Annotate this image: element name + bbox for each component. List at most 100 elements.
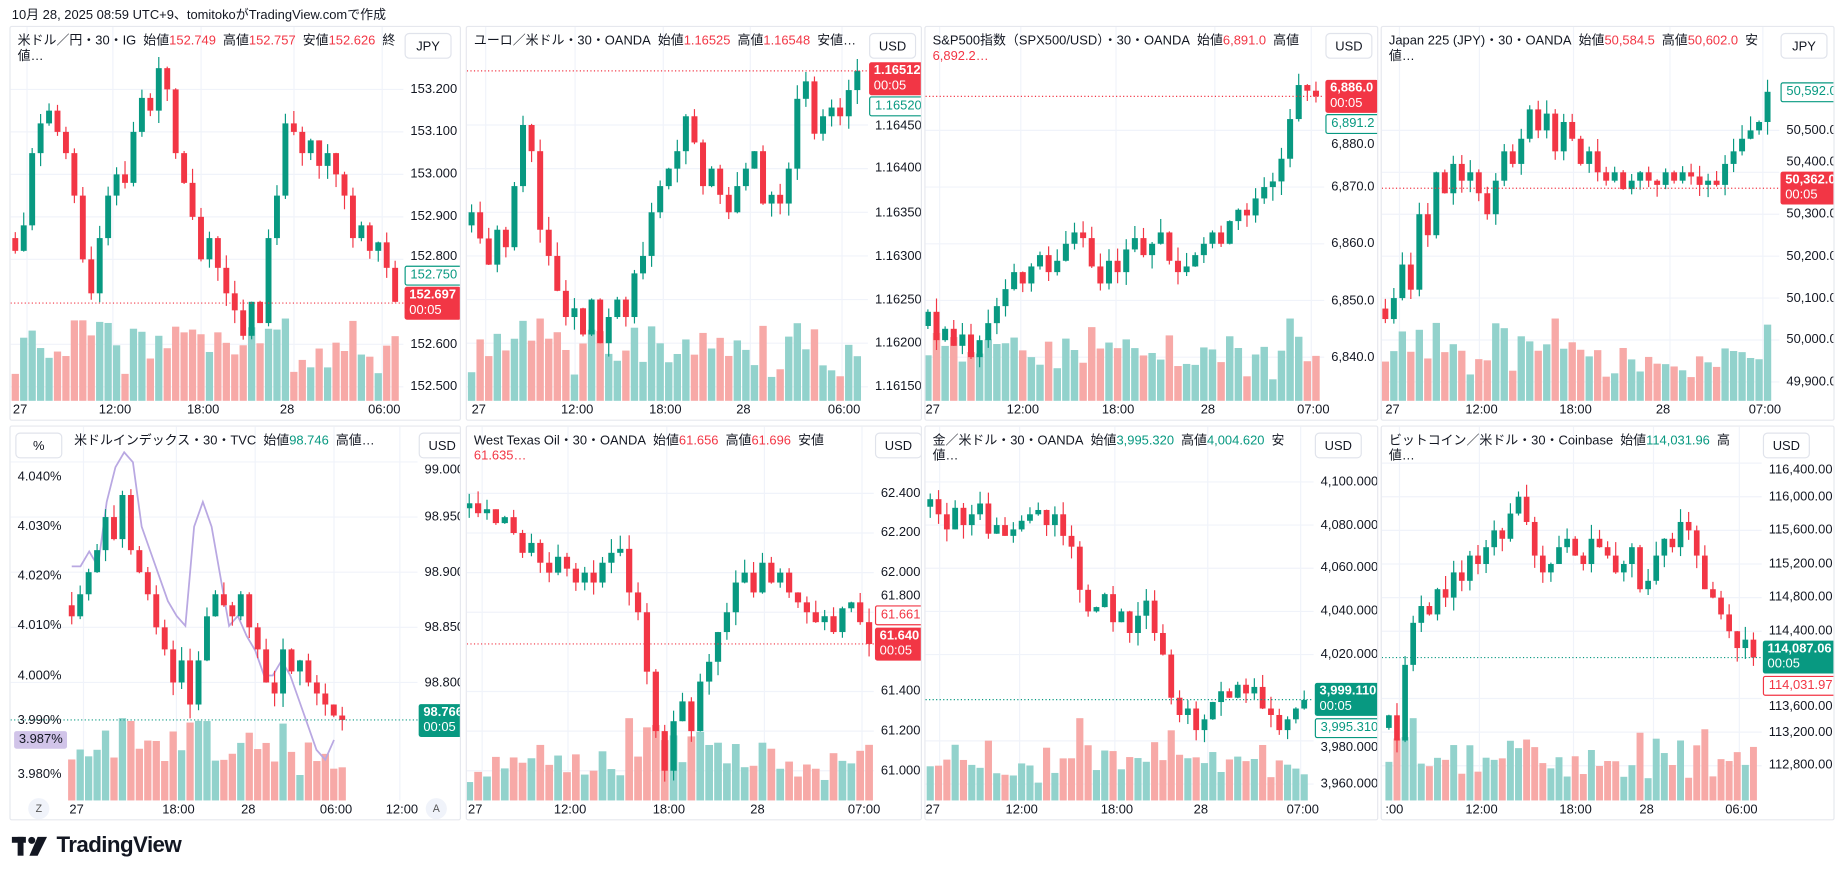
candle-body (1284, 719, 1291, 731)
candle-body (950, 328, 957, 346)
symbol-legend[interactable]: West Texas Oil・30・OANDA 始値61.656 高値61.696 安… (474, 434, 867, 465)
price-axis-tick: 4,040.000 (1320, 604, 1379, 619)
volume-bar (793, 323, 802, 401)
symbol-legend[interactable]: 米ドル／円・30・IG 始値152.749 高値152.757 安値152.626 終値… (18, 34, 397, 65)
currency-button[interactable]: JPY (404, 32, 452, 59)
chart-canvas[interactable] (1381, 27, 1834, 420)
chart-panel[interactable]: 金／米ドル・30・OANDA 始値3,995.320 高値4,004.620 安値… U… (924, 425, 1379, 821)
volume-bar (321, 753, 329, 801)
candle-body (821, 616, 828, 623)
ohlc-value: 152.749 (169, 34, 216, 49)
symbol-title: Japan 225 (JPY)・30・OANDA (1388, 34, 1572, 49)
candle-body (985, 503, 992, 534)
candle-body (1143, 600, 1150, 616)
volume-bar (665, 362, 673, 401)
price-tag-value: 114,031.97 (1768, 678, 1833, 693)
chart-panel[interactable]: West Texas Oil・30・OANDA 始値61.656 高値61.696 安… (465, 425, 922, 821)
volume-bar (1139, 355, 1148, 401)
candle-body (854, 70, 861, 91)
candle-body (1176, 697, 1183, 715)
zoom-scale-button[interactable]: Z (28, 798, 50, 820)
volume-bar (1523, 739, 1531, 801)
volume-bar (580, 774, 589, 801)
bar-countdown: 00:05 (409, 303, 442, 318)
candle-body (1543, 113, 1550, 131)
candle-body (1677, 521, 1684, 548)
price-tag: 50,592.0 (1780, 82, 1834, 103)
chart-panel[interactable]: 米ドル／円・30・IG 始値152.749 高値152.757 安値152.626 終値… (9, 25, 461, 421)
ohlc-value: 1.16548 (763, 34, 811, 49)
candle-body (1426, 606, 1433, 615)
currency-button[interactable]: USD (418, 432, 460, 459)
candle-body (138, 97, 145, 132)
chart-canvas[interactable] (925, 426, 1378, 820)
symbol-legend[interactable]: ユーロ／米ドル・30・OANDA 始値1.16525 高値1.16548 安値… (474, 34, 861, 49)
chart-panel[interactable]: ユーロ／米ドル・30・OANDA 始値1.16525 高値1.16548 安値… USD… (465, 25, 922, 421)
candle-body (1068, 535, 1075, 547)
chart-canvas[interactable] (466, 426, 921, 820)
volume-bar (127, 721, 135, 801)
symbol-legend[interactable]: 米ドルインデックス・30・TVC 始値98.746 高値… (74, 434, 382, 449)
chart-panel[interactable]: 米ドルインデックス・30・TVC 始値98.746 高値… USD% 3.987% 4.0… (9, 425, 461, 821)
volume-bar (237, 742, 245, 801)
candle-body (777, 572, 784, 583)
symbol-legend[interactable]: 金／米ドル・30・OANDA 始値3,995.320 高値4,004.620 安値… (933, 434, 1307, 465)
currency-button[interactable]: USD (1325, 32, 1373, 59)
left-scale-unit-button[interactable]: % (15, 432, 63, 459)
candle-body (1218, 232, 1225, 244)
chart-canvas[interactable] (10, 426, 460, 820)
chart-panel[interactable]: ビットコイン／米ドル・30・Coinbase 始値114,031.96 高値… USD… (1380, 425, 1835, 821)
chart-canvas[interactable] (466, 27, 921, 420)
price-tag-value: 6,891.2 (1331, 116, 1375, 131)
candle-body (528, 124, 535, 152)
volume-bar (1531, 747, 1539, 801)
candle-body (1051, 514, 1058, 526)
volume-bar (332, 342, 340, 401)
currency-button[interactable]: USD (869, 32, 917, 59)
candle-body (96, 238, 103, 294)
currency-button[interactable]: USD (874, 432, 921, 459)
candle-body (477, 212, 484, 239)
symbol-legend[interactable]: Japan 225 (JPY)・30・OANDA 始値50,584.5 高値50,6… (1389, 34, 1772, 65)
ohlc-label: 始値 (1090, 433, 1117, 448)
volume-bar (622, 350, 630, 401)
volume-bar (1192, 757, 1200, 801)
candle-body (1101, 594, 1108, 608)
chart-canvas[interactable] (10, 27, 460, 420)
volume-bar (647, 326, 656, 401)
price-tag: 152.750 (404, 265, 460, 286)
chart-panel[interactable]: Japan 225 (JPY)・30・OANDA 始値50,584.5 高値50,6… (1380, 25, 1835, 421)
time-axis-label: 27 (1385, 403, 1400, 418)
volume-bar (643, 727, 651, 801)
candle-body (768, 194, 775, 204)
chart-panel[interactable]: S&P500指数（SPX500/USD）・30・OANDA 始値6,891.0 高値… (924, 25, 1379, 421)
volume-bar (984, 339, 992, 401)
symbol-legend[interactable]: ビットコイン／米ドル・30・Coinbase 始値114,031.96 高値… (1389, 434, 1755, 465)
price-tag-value: 1.16512 (873, 63, 921, 78)
auto-scale-button[interactable]: A (425, 798, 447, 820)
candle-body (588, 299, 595, 335)
currency-button[interactable]: USD (1314, 432, 1362, 459)
volume-bar (1670, 366, 1678, 401)
volume-bar (70, 320, 79, 401)
volume-bar (203, 721, 211, 801)
ohlc-value: 50,602.0 (1687, 34, 1739, 49)
volume-bar (502, 350, 510, 401)
ohlc-label: 高値 (1181, 433, 1207, 448)
volume-bar (518, 762, 527, 801)
volume-bar (630, 327, 639, 401)
price-tag-value: 1.16520 (874, 98, 922, 113)
symbol-legend[interactable]: S&P500指数（SPX500/USD）・30・OANDA 始値6,891.0 高値… (933, 34, 1318, 65)
volume-bar (845, 344, 853, 401)
volume-bar (1517, 336, 1525, 401)
volume-bar (509, 757, 518, 801)
time-axis-label: 18:00 (186, 403, 220, 418)
candle-body (1093, 607, 1100, 612)
currency-button[interactable]: JPY (1780, 32, 1828, 59)
ohlc-label: 安値… (932, 433, 1285, 464)
chart-canvas[interactable] (1381, 426, 1834, 820)
currency-button[interactable]: USD (1762, 432, 1810, 459)
tradingview-logo[interactable]: TradingView (11, 833, 182, 859)
candle-body (94, 550, 101, 573)
chart-canvas[interactable] (925, 27, 1378, 420)
